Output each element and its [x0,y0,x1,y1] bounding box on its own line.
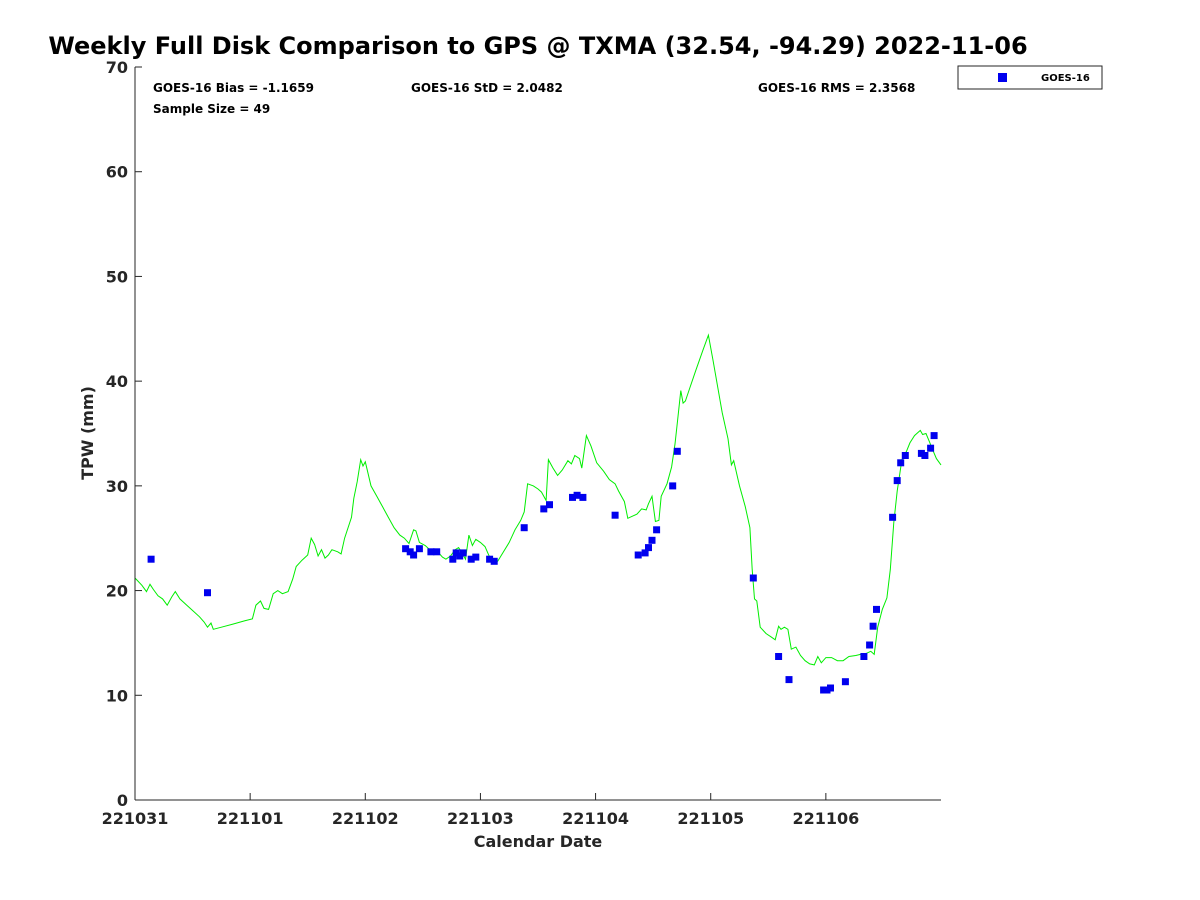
goes16-data-point [449,555,457,563]
goes16-data-point [648,536,656,544]
bias-stat: GOES-16 Bias = -1.1659 [153,81,314,95]
goes16-data-point [611,511,619,519]
goes16-data-point [467,555,475,563]
legend-marker-square-icon [998,73,1007,82]
goes16-data-point [669,482,677,490]
y-tick-label: 70 [106,58,128,77]
y-tick-label: 60 [106,163,128,182]
goes16-data-point [641,549,649,557]
y-tick-label: 50 [106,267,128,286]
goes16-data-point [410,551,418,559]
goes16-data-point [579,493,587,501]
y-tick-label: 40 [106,372,128,391]
y-axis-label: TPW (mm) [78,386,97,480]
goes16-data-point [653,526,661,534]
goes16-data-point [490,557,498,565]
goes16-data-point [573,491,581,499]
goes16-data-point [204,589,211,597]
goes16-data-point [520,524,528,532]
goes16-data-point [866,641,874,649]
line-layer [134,333,942,666]
marker-layer [147,432,938,694]
goes16-data-point [472,553,480,561]
goes16-data-point [901,452,909,459]
x-tick-label: 221104 [562,809,629,828]
chart-title: Weekly Full Disk Comparison to GPS @ TXM… [48,32,1027,60]
goes16-data-point [459,549,467,557]
x-axis-label: Calendar Date [474,832,603,851]
goes16-data-point [897,459,905,467]
y-tick-label: 0 [117,791,128,810]
goes16-data-point [893,477,901,485]
goes16-data-point [927,444,935,452]
goes16-data-point [645,544,652,552]
goes16-data-point [540,505,548,513]
goes16-data-point [147,555,155,563]
goes16-data-point [930,432,938,440]
goes16-data-point [433,548,441,556]
std-stat: GOES-16 StD = 2.0482 [411,81,563,95]
rms-stat: GOES-16 RMS = 2.3568 [758,81,915,95]
goes16-data-point [827,684,834,692]
goes16-data-point [841,678,849,686]
legend-entry-goes16: GOES-16 [1041,73,1090,84]
goes16-data-point [860,653,868,660]
goes16-data-point [749,574,757,582]
goes16-data-point [634,551,642,559]
goes16-data-point [486,555,494,563]
y-axis-ticks: 0 10 20 30 40 50 60 70 [106,58,142,810]
y-tick-label: 20 [106,582,128,601]
goes16-data-point [775,653,783,660]
x-tick-label: 221102 [332,809,399,828]
goes16-data-point [546,501,553,509]
goes16-data-point [869,622,877,630]
goes16-data-point [889,513,897,521]
x-tick-label: 221031 [102,809,169,828]
legend-box [957,65,1103,90]
x-tick-label: 221106 [792,809,859,828]
plot-area [135,67,941,800]
sample-size-stat: Sample Size = 49 [153,102,270,116]
goes16-data-point [673,447,681,455]
x-axis-ticks: 221031 221101 221102 221103 221104 221105 2211… [102,793,859,828]
x-tick-label: 221103 [447,809,514,828]
x-tick-label: 221105 [677,809,744,828]
goes16-data-point [569,493,576,501]
goes16-data-point [415,545,423,553]
goes16-data-point [427,548,435,556]
legend: GOES-16 [957,65,1103,90]
goes16-data-point [785,676,793,684]
x-tick-label: 221101 [217,809,284,828]
goes16-data-point [873,605,880,613]
goes16-data-point [921,452,929,459]
goes16-data-point [402,545,410,553]
gps-tpw-line [134,333,942,666]
y-tick-label: 30 [106,477,128,496]
y-tick-label: 10 [106,686,128,705]
